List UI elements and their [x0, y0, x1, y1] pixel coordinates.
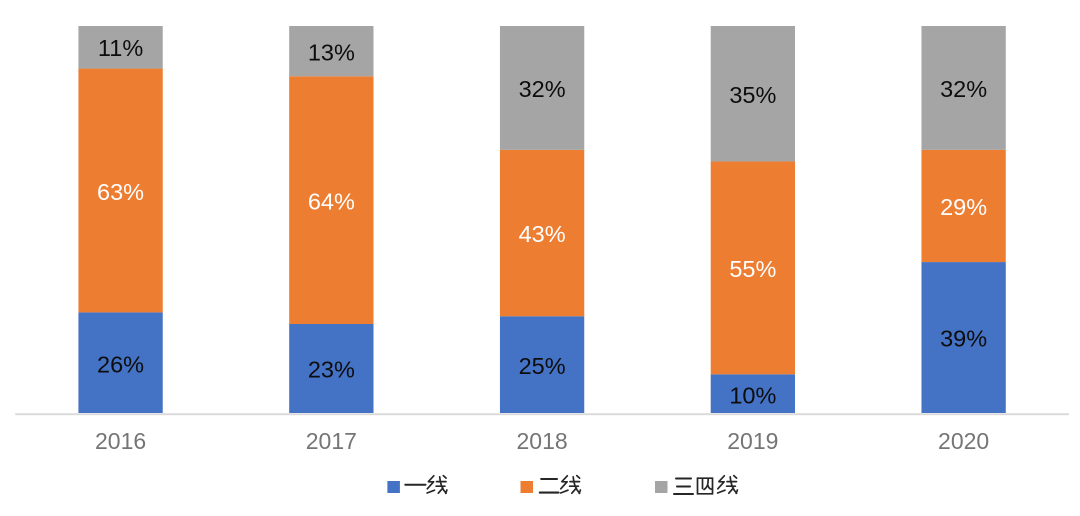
svg-text:64%: 64%: [308, 188, 355, 214]
svg-text:63%: 63%: [97, 179, 144, 205]
svg-text:11%: 11%: [98, 35, 143, 61]
svg-text:23%: 23%: [308, 357, 355, 383]
svg-text:39%: 39%: [940, 326, 987, 352]
svg-text:2019: 2019: [727, 428, 778, 454]
svg-text:2016: 2016: [95, 428, 146, 454]
svg-text:43%: 43%: [519, 221, 566, 247]
svg-text:35%: 35%: [729, 82, 776, 108]
svg-text:2017: 2017: [306, 428, 357, 454]
svg-text:32%: 32%: [519, 76, 566, 102]
svg-text:2020: 2020: [938, 428, 989, 454]
svg-text:29%: 29%: [940, 194, 987, 220]
svg-text:10%: 10%: [729, 383, 776, 409]
svg-text:2018: 2018: [517, 428, 568, 454]
svg-text:26%: 26%: [97, 352, 144, 378]
svg-text:32%: 32%: [940, 76, 987, 102]
svg-text:13%: 13%: [308, 39, 355, 65]
svg-text:55%: 55%: [729, 256, 776, 282]
svg-text:25%: 25%: [519, 353, 566, 379]
